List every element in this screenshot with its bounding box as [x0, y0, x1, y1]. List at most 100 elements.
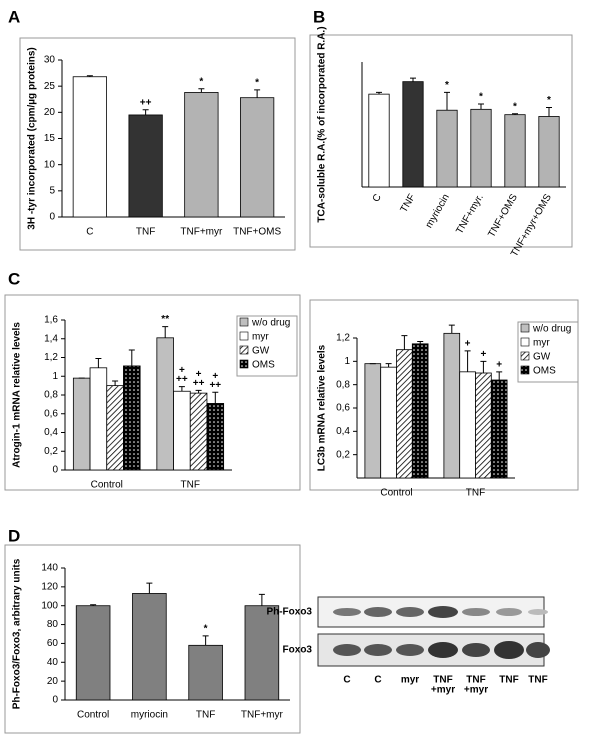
annotation: ++ [176, 374, 188, 385]
blot-lane-label: TNF [466, 675, 485, 686]
bar [364, 363, 382, 479]
x-tick-label: C [86, 227, 93, 238]
legend-swatch [239, 331, 249, 341]
error-bar [202, 635, 209, 646]
y-tick-label: 0,6 [336, 403, 350, 414]
y-tick-label: 1,2 [44, 352, 58, 363]
y-tick-label: 1 [52, 371, 58, 382]
annotation: ++ [209, 380, 221, 391]
annotation: + [179, 365, 185, 376]
bar [396, 349, 413, 479]
error-bar [254, 89, 261, 98]
legend-swatch [239, 317, 249, 327]
annotation: + [196, 369, 202, 380]
bar [123, 365, 141, 471]
blot-lane-label: TNF [433, 675, 452, 686]
bar [89, 367, 108, 471]
legend-label: GW [252, 346, 270, 357]
chart-frame [4, 294, 301, 491]
blot-row-label: Ph-Foxo3 [266, 607, 312, 618]
error-bar [444, 91, 450, 111]
y-tick-label: 1,4 [44, 333, 58, 344]
y-axis-label: Atrogin-1 mRNA relative levels [12, 322, 23, 468]
error-bar [162, 326, 169, 338]
legend-label: OMS [533, 366, 556, 377]
legend-label: w/o drug [532, 324, 571, 335]
blot-lane-label: myr [401, 675, 419, 686]
chart-frame [4, 544, 301, 734]
bar [184, 92, 219, 218]
error-bar [401, 335, 408, 350]
error-bar [385, 363, 392, 368]
error-bar [142, 109, 149, 115]
error-bar [128, 349, 135, 366]
y-tick-label: 140 [41, 563, 58, 574]
error-bar [410, 77, 416, 82]
x-tick-label: TNF+myr. [454, 192, 486, 236]
bar [75, 605, 111, 701]
error-bar [95, 357, 102, 368]
legend-swatch [520, 365, 530, 375]
y-axis-label: 3H -tyr incorporated (cpm/µg proteins) [27, 47, 38, 229]
y-tick-label: 1,2 [336, 333, 350, 344]
y-tick-label: 20 [44, 107, 56, 118]
y-tick-label: 0,4 [336, 426, 350, 437]
y-tick-label: 0,8 [336, 379, 350, 390]
error-bar [376, 91, 382, 95]
y-tick-label: 0 [49, 212, 55, 223]
y-tick-label: 15 [44, 133, 56, 144]
error-bar [178, 386, 185, 392]
bar [470, 108, 492, 188]
y-tick-label: 100 [41, 600, 58, 611]
x-tick-label: TNF+myr [241, 710, 284, 721]
bar [72, 76, 108, 218]
chart-frame [19, 37, 296, 251]
legend-swatch [239, 345, 249, 355]
y-tick-label: 40 [47, 657, 59, 668]
panel-label: A [8, 7, 20, 26]
bar [504, 114, 526, 188]
bar [538, 116, 560, 188]
x-tick-label: TNF [196, 710, 215, 721]
annotation: ** [161, 314, 169, 325]
bar [106, 385, 124, 471]
y-tick-label: 0,6 [44, 408, 58, 419]
legend-label: w/o drug [251, 318, 290, 329]
annotation: * [204, 624, 208, 635]
error-bar [195, 389, 202, 394]
blot-image [317, 596, 550, 667]
legend-label: OMS [252, 360, 275, 371]
error-bar [198, 88, 205, 93]
bar [189, 392, 208, 471]
y-tick-label: 5 [49, 185, 55, 196]
annotation: ++ [140, 97, 152, 108]
panel-label: B [313, 7, 325, 26]
annotation: * [547, 95, 551, 106]
error-bar [546, 107, 552, 117]
y-tick-label: 20 [47, 676, 59, 687]
x-tick-label: myriocin [131, 710, 168, 721]
annotation: * [513, 101, 517, 112]
bar [188, 644, 223, 701]
error-bar [448, 324, 455, 334]
bar [368, 93, 390, 188]
x-tick-label: myriocin [424, 192, 452, 230]
x-tick-label: TNF+myr [180, 227, 223, 238]
y-tick-label: 120 [41, 581, 58, 592]
bar [459, 371, 476, 479]
y-axis-label: Ph-Foxo3/Foxo3, arbitrary units [12, 558, 23, 709]
blot-lane-label: +myr [464, 685, 488, 696]
error-bar [90, 604, 97, 606]
y-axis-label: TCA-soluble R.A.(% of incorporated R.A.) [317, 26, 328, 222]
annotation: * [445, 80, 449, 91]
error-bar [258, 593, 265, 606]
legend-label: myr [533, 338, 550, 349]
bar [402, 81, 424, 188]
x-tick-label: TNF+OMS [486, 192, 520, 239]
annotation: * [479, 92, 483, 103]
bar [436, 109, 458, 188]
legend-swatch [239, 359, 249, 369]
annotation: + [465, 338, 471, 349]
error-bar [464, 350, 471, 372]
